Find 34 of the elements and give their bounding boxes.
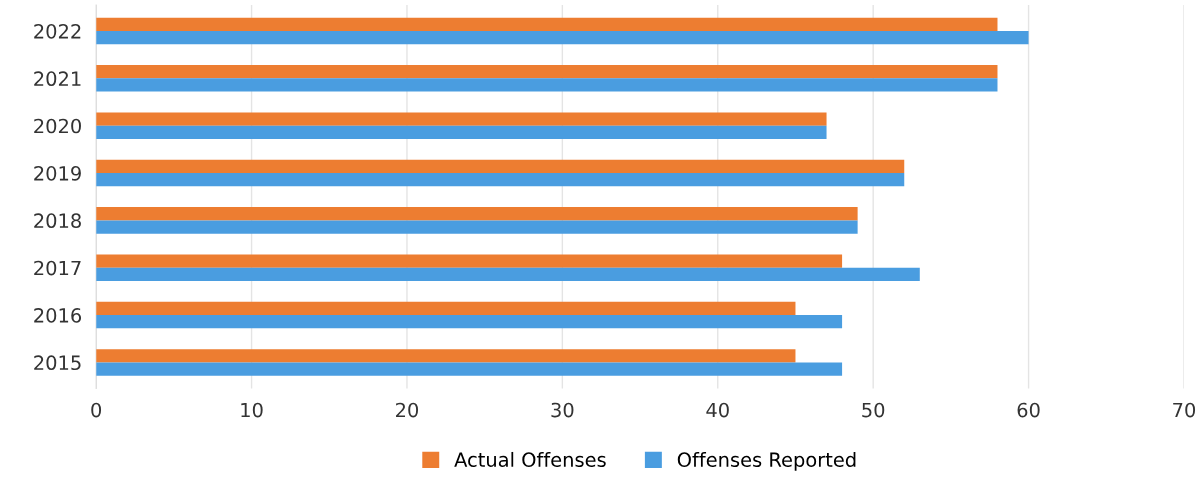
x-tick-label: 30 <box>551 402 574 418</box>
bar <box>96 112 827 126</box>
y-tick-label: 2020 <box>34 118 81 134</box>
bar <box>96 173 905 187</box>
bar <box>96 349 796 363</box>
y-tick-label: 2019 <box>34 166 81 181</box>
x-tick-label: 40 <box>706 402 729 418</box>
bar <box>96 78 998 92</box>
bar <box>96 220 858 234</box>
y-tick-label: 2021 <box>34 71 81 87</box>
bar <box>96 254 843 268</box>
x-tick-label: 10 <box>241 402 263 418</box>
x-tick-label: 60 <box>1017 402 1040 418</box>
x-tick-label: 0 <box>91 402 102 418</box>
y-tick-label: 2016 <box>34 308 82 323</box>
x-tick-label: 70 <box>1173 402 1196 418</box>
x-tick-label: 50 <box>862 402 885 418</box>
y-tick-label: 2022 <box>34 23 81 39</box>
bar <box>96 17 998 32</box>
bar <box>96 31 1029 45</box>
x-tick-label: 20 <box>396 402 419 418</box>
bar <box>96 125 827 139</box>
bar <box>96 315 843 329</box>
legend-label: Actual Offenses <box>454 451 606 468</box>
y-tick-label: 2015 <box>34 355 81 371</box>
y-tick-label: 2018 <box>34 213 81 229</box>
bar <box>96 207 858 221</box>
bar <box>96 159 905 174</box>
bar <box>96 267 920 281</box>
y-tick-label: 2017 <box>34 260 81 276</box>
bar <box>96 301 796 316</box>
bar <box>96 65 998 79</box>
legend-label: Offenses Reported <box>677 451 856 471</box>
bar <box>96 362 843 376</box>
